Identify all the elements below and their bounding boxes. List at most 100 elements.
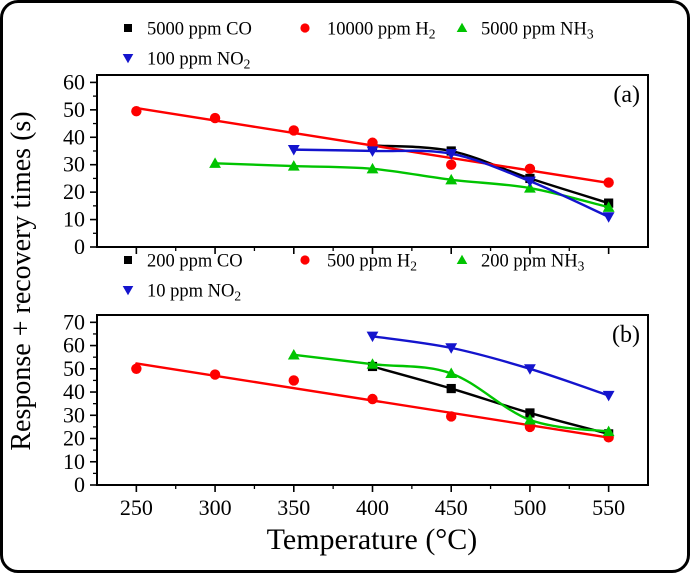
legend-item-200-ppm-co: 200 ppm CO	[124, 252, 243, 272]
marker	[445, 367, 458, 379]
marker	[524, 182, 536, 193]
marker	[602, 201, 615, 212]
marker	[366, 358, 379, 369]
y-tick-label: 60	[63, 333, 85, 358]
marker	[524, 414, 536, 425]
legend-item-500-ppm-h2: 500 ppm H2	[300, 252, 417, 274]
y-tick-label: 70	[63, 309, 85, 334]
marker	[602, 425, 615, 437]
legend-label: 200 ppm CO	[147, 252, 243, 272]
legend-item-100-ppm-no2: 100 ppm NO2	[122, 50, 250, 72]
marker	[122, 286, 134, 296]
legend-label: 10 ppm NO2	[147, 282, 241, 304]
marker	[446, 411, 457, 422]
series-200-ppm-nh3	[287, 348, 615, 437]
legend-label: 100 ppm NO2	[147, 50, 250, 72]
legend-label-subscript: 2	[244, 57, 251, 72]
legend-label: 5000 ppm CO	[147, 20, 252, 40]
series-10000-ppm-h2	[131, 106, 614, 188]
marker	[209, 369, 221, 380]
x-tick-label: 400	[356, 495, 389, 520]
marker	[209, 112, 221, 124]
trend-line	[371, 335, 610, 397]
marker	[287, 145, 300, 156]
marker	[445, 343, 458, 354]
panel-label: (a)	[613, 82, 640, 108]
legend-item-10000-ppm-h2: 10000 ppm H2	[300, 20, 436, 42]
y-tick-label: 60	[63, 69, 85, 94]
marker	[287, 160, 300, 171]
marker	[456, 22, 468, 32]
marker	[525, 408, 535, 418]
marker	[445, 173, 458, 185]
marker	[446, 159, 457, 170]
marker	[366, 162, 379, 174]
y-tick-label: 30	[63, 402, 85, 427]
y-tick-label: 10	[63, 449, 85, 474]
marker	[300, 23, 310, 33]
series-500-ppm-h2	[131, 362, 614, 443]
marker	[124, 24, 132, 32]
series-100-ppm-no2	[287, 145, 615, 223]
y-tick-label: 0	[74, 234, 85, 259]
marker	[524, 176, 536, 188]
y-tick-label: 10	[63, 207, 85, 232]
marker	[446, 383, 456, 394]
marker	[456, 254, 468, 264]
x-tick-label: 500	[513, 495, 546, 520]
marker	[124, 256, 132, 264]
y-tick-label: 40	[63, 379, 85, 404]
marker	[366, 331, 379, 343]
legend: 200 ppm CO 500 ppm H2 200 ppm NH3 10 ppm NO…	[122, 252, 585, 304]
trend-line	[213, 162, 610, 209]
marker	[131, 106, 142, 117]
legend: 5000 ppm CO 10000 ppm H2 5000 ppm NH3 100 p…	[122, 20, 594, 72]
legend-item-5000-ppm-co: 5000 ppm CO	[124, 20, 252, 40]
plot-frame	[96, 74, 649, 248]
legend-label: 200 ppm NH3	[481, 252, 585, 274]
x-tick-label: 550	[592, 495, 625, 520]
y-tick-label: 50	[63, 356, 85, 381]
panel-label: (b)	[612, 322, 640, 348]
y-tick-label: 20	[63, 426, 85, 451]
marker	[602, 390, 615, 402]
legend-label-subscript: 2	[234, 289, 241, 304]
y-tick-label: 0	[74, 472, 85, 497]
y-tick-label: 50	[63, 97, 85, 122]
marker	[122, 54, 134, 64]
y-tick-label: 30	[63, 152, 85, 177]
marker	[367, 137, 378, 148]
y-tick-label: 40	[63, 124, 85, 149]
marker	[603, 177, 614, 188]
x-tick-label: 250	[120, 495, 153, 520]
marker	[367, 393, 378, 405]
series-200-ppm-co	[367, 361, 614, 439]
legend-label-subscript: 3	[578, 259, 585, 274]
x-tick-label: 300	[199, 495, 232, 520]
legend-item-10-ppm-no2: 10 ppm NO2	[122, 282, 241, 304]
y-axis-title: Response + recovery times (s)	[6, 111, 37, 450]
marker	[209, 157, 221, 168]
series-5000-ppm-nh3	[209, 157, 615, 212]
legend-label-subscript: 2	[429, 27, 436, 42]
legend-label-subscript: 2	[410, 259, 417, 274]
marker	[287, 348, 300, 360]
marker	[602, 212, 615, 223]
legend-item-200-ppm-nh3: 200 ppm NH3	[456, 252, 585, 274]
legend-item-5000-ppm-nh3: 5000 ppm NH3	[456, 20, 594, 42]
y-tick-label: 20	[63, 179, 85, 204]
x-tick-label: 450	[435, 495, 468, 520]
marker	[288, 375, 299, 386]
trend-line	[371, 365, 610, 436]
series-10-ppm-no2	[366, 331, 615, 402]
marker	[524, 163, 536, 175]
marker	[300, 255, 310, 265]
marker	[288, 125, 299, 136]
marker	[445, 149, 458, 160]
legend-label: 500 ppm H2	[327, 252, 417, 274]
marker	[524, 364, 536, 375]
